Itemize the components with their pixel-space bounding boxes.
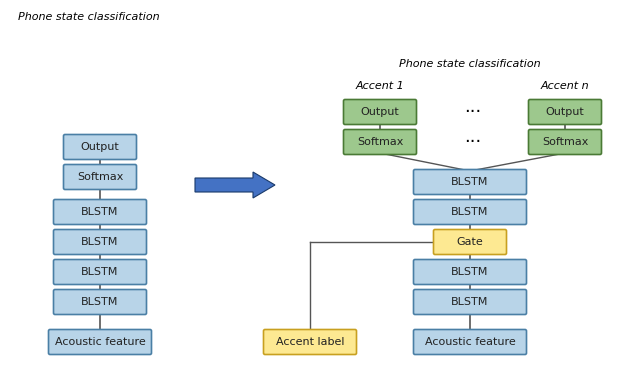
Text: Output: Output bbox=[361, 107, 399, 117]
FancyBboxPatch shape bbox=[343, 100, 417, 125]
Text: ···: ··· bbox=[464, 133, 481, 151]
FancyBboxPatch shape bbox=[264, 329, 356, 355]
Text: BLSTM: BLSTM bbox=[81, 207, 118, 217]
FancyBboxPatch shape bbox=[528, 130, 601, 155]
FancyBboxPatch shape bbox=[433, 230, 507, 255]
Text: BLSTM: BLSTM bbox=[451, 177, 489, 187]
Text: BLSTM: BLSTM bbox=[81, 267, 118, 277]
FancyBboxPatch shape bbox=[53, 290, 146, 315]
Text: Softmax: Softmax bbox=[357, 137, 403, 147]
Text: BLSTM: BLSTM bbox=[451, 207, 489, 217]
Text: Output: Output bbox=[81, 142, 120, 152]
Text: Phone state classification: Phone state classification bbox=[399, 59, 541, 69]
FancyBboxPatch shape bbox=[414, 260, 526, 285]
Text: Gate: Gate bbox=[456, 237, 484, 247]
FancyBboxPatch shape bbox=[63, 165, 136, 190]
FancyBboxPatch shape bbox=[53, 200, 146, 225]
Text: BLSTM: BLSTM bbox=[451, 267, 489, 277]
Text: BLSTM: BLSTM bbox=[451, 297, 489, 307]
FancyBboxPatch shape bbox=[53, 230, 146, 255]
Text: BLSTM: BLSTM bbox=[81, 297, 118, 307]
Text: Accent 1: Accent 1 bbox=[356, 81, 404, 91]
FancyBboxPatch shape bbox=[414, 329, 526, 355]
Text: Acoustic feature: Acoustic feature bbox=[55, 337, 145, 347]
Text: Acoustic feature: Acoustic feature bbox=[425, 337, 515, 347]
Text: ···: ··· bbox=[464, 103, 481, 121]
Text: Accent label: Accent label bbox=[276, 337, 344, 347]
FancyBboxPatch shape bbox=[63, 135, 136, 160]
FancyBboxPatch shape bbox=[53, 260, 146, 285]
FancyBboxPatch shape bbox=[414, 290, 526, 315]
FancyBboxPatch shape bbox=[414, 169, 526, 195]
Text: Output: Output bbox=[546, 107, 585, 117]
FancyBboxPatch shape bbox=[48, 329, 151, 355]
Text: Phone state classification: Phone state classification bbox=[18, 12, 159, 22]
FancyArrow shape bbox=[195, 172, 275, 198]
Text: Softmax: Softmax bbox=[542, 137, 588, 147]
FancyBboxPatch shape bbox=[414, 200, 526, 225]
Text: Softmax: Softmax bbox=[77, 172, 123, 182]
Text: BLSTM: BLSTM bbox=[81, 237, 118, 247]
FancyBboxPatch shape bbox=[528, 100, 601, 125]
FancyBboxPatch shape bbox=[343, 130, 417, 155]
Text: Accent n: Accent n bbox=[541, 81, 590, 91]
